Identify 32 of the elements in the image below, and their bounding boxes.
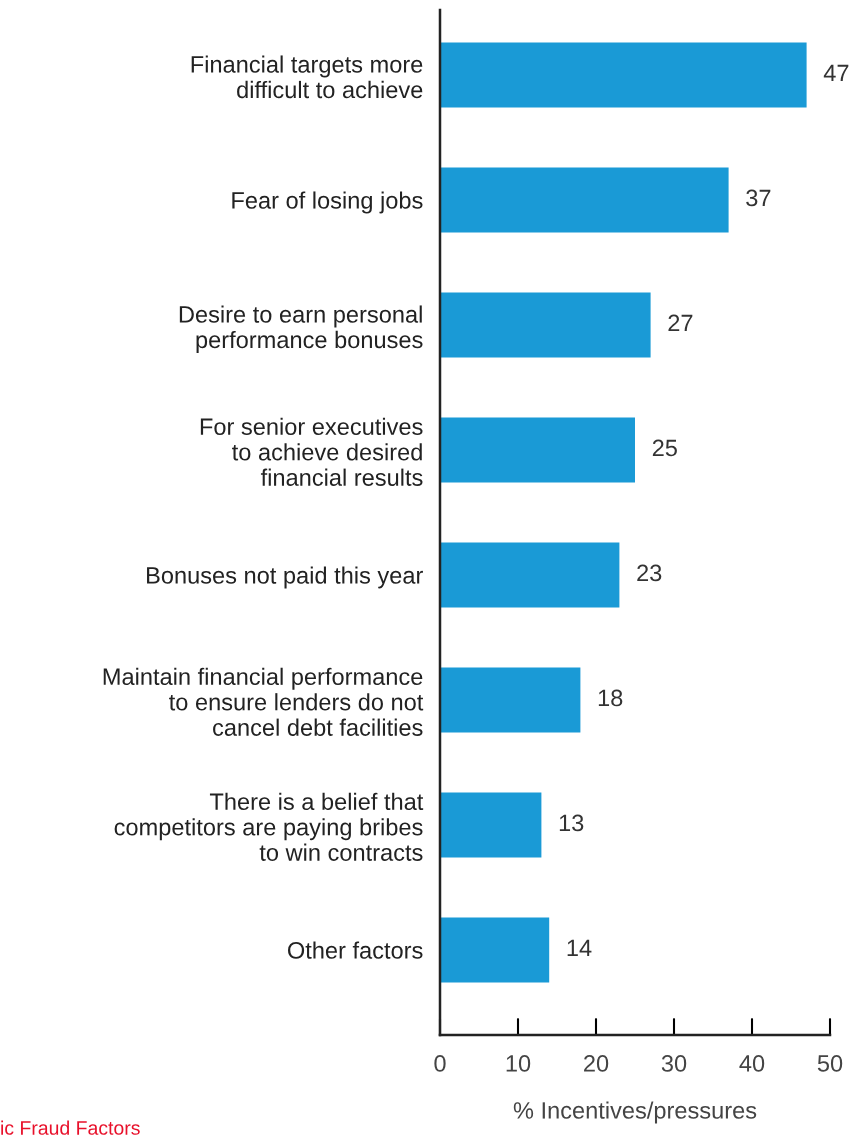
y-tick-label: Desire to earn personal performance bonuses (179, 305, 423, 353)
data-label: 25 (652, 439, 677, 457)
bar (440, 917, 550, 983)
data-label: 18 (598, 689, 623, 707)
y-tick-label: Maintain financial performance to ensure lenders do not cancel debt facilities (103, 667, 424, 736)
text: ic Fraud Factors (1, 1120, 140, 1135)
bar (440, 167, 729, 233)
y-tick-label: Other factors (287, 941, 423, 959)
data-label: 23 (637, 564, 662, 582)
bar (440, 667, 581, 733)
bar (440, 417, 635, 483)
y-tick-label: For senior executives to achieve desired financial results (200, 417, 423, 486)
x-axis-title: % Incentives/pressures (513, 1101, 757, 1124)
y-tick-label: Bonuses not paid this year (147, 566, 423, 589)
y-tick-label: There is a belief that competitors are paying bribes to win contracts (114, 792, 424, 861)
data-label: 37 (746, 189, 771, 207)
data-label: 13 (559, 814, 584, 832)
data-label: 47 (823, 64, 849, 82)
bar (440, 792, 542, 858)
x-tick-label: 10 (506, 1055, 531, 1072)
x-tick-label: 0 (434, 1055, 446, 1072)
x-tick-label: 20 (584, 1055, 609, 1072)
x-tick-label: 40 (739, 1055, 765, 1072)
x-tick-label: 30 (661, 1055, 687, 1072)
x-tick-label: 50 (817, 1055, 843, 1072)
data-label: 14 (567, 939, 592, 957)
y-tick-label: Financial targets more difficult to achieve (191, 55, 423, 99)
data-label: 27 (668, 314, 693, 332)
y-tick-label: Fear of losing jobs (232, 191, 423, 214)
bar (440, 42, 807, 108)
bar (440, 292, 651, 358)
bar (440, 542, 620, 608)
